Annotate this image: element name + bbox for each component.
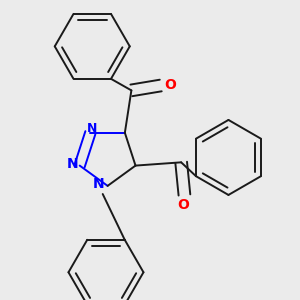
Text: O: O: [177, 198, 189, 212]
Text: O: O: [165, 79, 176, 92]
Text: N: N: [67, 157, 78, 171]
Text: N: N: [93, 177, 104, 191]
Text: N: N: [87, 122, 97, 135]
